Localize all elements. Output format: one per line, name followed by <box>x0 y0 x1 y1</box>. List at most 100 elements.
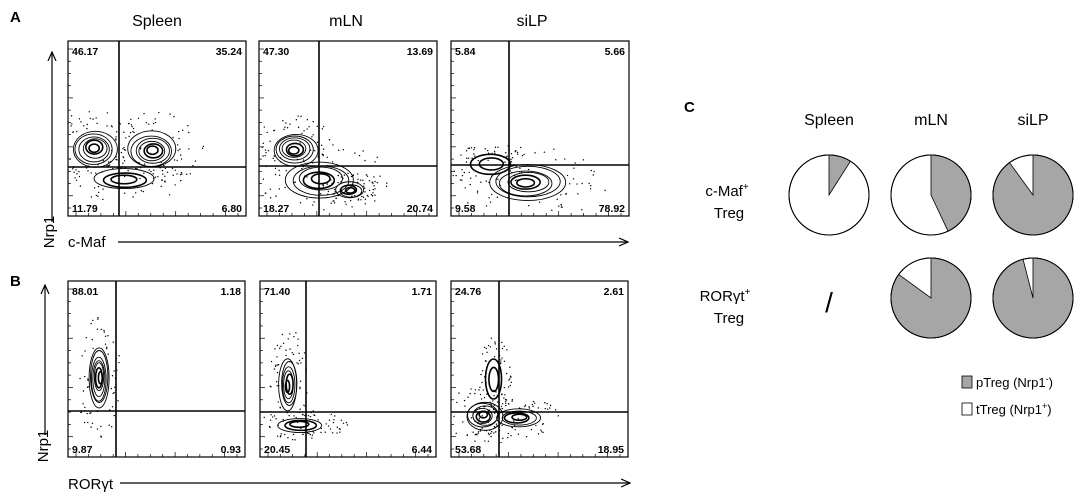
quadrant-percent-ll: 20.45 <box>264 444 290 456</box>
event-dot <box>103 331 105 333</box>
contour-line <box>91 356 107 402</box>
event-dot <box>273 155 275 157</box>
event-dot <box>154 176 157 178</box>
event-dot <box>505 399 508 401</box>
contour-line <box>344 186 356 194</box>
event-dot <box>326 183 329 185</box>
event-dot <box>459 179 462 181</box>
event-dot <box>538 201 541 203</box>
event-dot <box>541 431 543 433</box>
event-dot <box>176 159 178 162</box>
event-dot <box>519 167 521 170</box>
event-dot <box>553 148 555 150</box>
event-dot <box>279 406 281 409</box>
event-dot <box>108 164 111 166</box>
event-dot <box>489 346 492 348</box>
event-dot <box>322 148 325 150</box>
event-dot <box>303 130 305 132</box>
event-dot <box>140 190 143 192</box>
event-dot <box>489 401 491 404</box>
event-dot <box>112 392 114 395</box>
event-dot <box>96 428 99 430</box>
event-dot <box>122 162 124 164</box>
event-dot <box>474 155 476 157</box>
event-dot <box>145 121 147 124</box>
event-dot <box>516 151 519 154</box>
event-dot <box>163 164 165 167</box>
event-dot <box>111 126 113 128</box>
event-dot <box>107 353 109 355</box>
event-dot <box>264 154 266 157</box>
event-dot <box>262 155 264 157</box>
event-dot <box>292 433 295 436</box>
event-dot <box>537 407 540 409</box>
contour-line <box>503 412 530 424</box>
event-dot <box>501 403 504 405</box>
contour-line <box>93 362 105 392</box>
event-dot <box>188 131 190 134</box>
event-dot <box>192 165 194 167</box>
event-dot <box>295 119 298 121</box>
event-dot <box>488 181 490 184</box>
event-dot <box>501 407 504 410</box>
event-dot <box>100 435 102 437</box>
event-dot <box>96 328 99 330</box>
event-dot <box>556 198 558 201</box>
event-dot <box>499 184 501 187</box>
event-dot <box>368 180 371 182</box>
quadrant-percent-lr: 78.92 <box>599 203 625 215</box>
contour-line <box>511 413 528 422</box>
event-dot <box>505 372 508 375</box>
y-axis-label-a: Nrp1 <box>41 216 58 249</box>
event-dot <box>102 160 105 162</box>
event-dot <box>312 134 314 136</box>
event-dot <box>345 421 348 424</box>
event-dot <box>464 187 466 189</box>
event-dot <box>473 148 475 151</box>
event-dot <box>282 342 285 345</box>
event-dot <box>263 416 265 419</box>
event-dot <box>555 159 557 161</box>
event-dot <box>484 148 486 150</box>
event-dot <box>316 141 319 144</box>
event-dot <box>151 182 154 185</box>
event-dot <box>510 158 512 160</box>
event-dot <box>490 337 493 339</box>
event-dot <box>345 203 347 205</box>
event-dot <box>469 392 471 395</box>
event-dot <box>270 386 272 388</box>
event-dot <box>516 153 519 155</box>
event-dot <box>92 118 94 120</box>
event-dot <box>456 401 458 404</box>
event-dot <box>262 178 265 180</box>
event-dot <box>501 341 503 344</box>
event-dot <box>493 394 495 397</box>
event-dot <box>271 416 274 418</box>
event-dot <box>181 129 184 131</box>
event-dot <box>312 204 314 206</box>
event-dot <box>458 392 460 394</box>
event-dot <box>513 420 515 422</box>
event-dot <box>473 153 475 155</box>
event-dot <box>119 123 122 125</box>
event-dot <box>500 441 502 444</box>
event-dot <box>505 151 507 154</box>
contour-line <box>279 137 311 161</box>
event-dot <box>273 368 276 370</box>
event-dot <box>494 343 496 345</box>
event-dot <box>480 398 483 400</box>
event-dot <box>295 332 297 334</box>
event-dot <box>478 419 480 421</box>
event-dot <box>340 181 342 183</box>
event-dot <box>511 172 513 174</box>
event-dot <box>157 176 159 178</box>
event-dot <box>475 175 477 177</box>
event-dot <box>301 132 303 134</box>
event-dot <box>344 201 346 203</box>
event-dot <box>293 336 295 338</box>
event-dot <box>311 434 314 436</box>
event-dot <box>510 152 513 155</box>
event-dot <box>490 193 493 196</box>
event-dot <box>332 200 334 202</box>
event-dot <box>277 401 280 403</box>
